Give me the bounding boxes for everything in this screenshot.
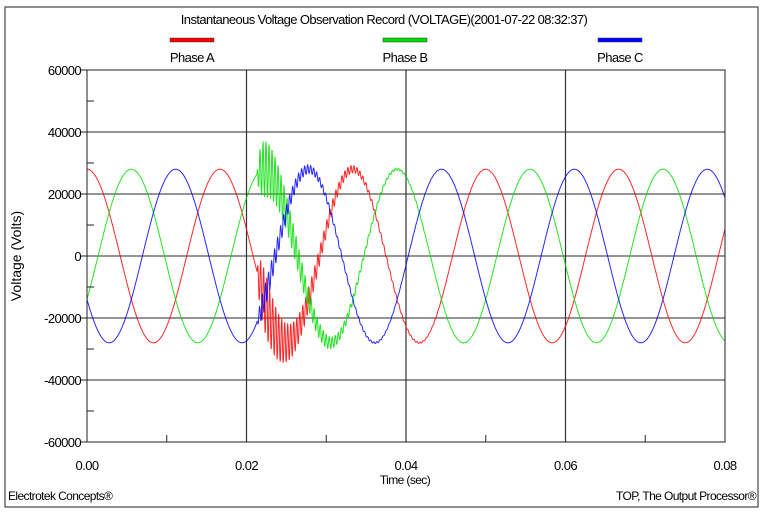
series-line-phase-c: [86, 164, 726, 345]
x-tick-label: 0.08: [714, 458, 737, 473]
x-tick-label: 0.00: [76, 458, 99, 473]
x-axis-label: Time (sec): [380, 473, 431, 487]
grid: [87, 70, 725, 442]
legend-label: Phase B: [383, 50, 428, 65]
y-axis-label: Voltage (Volts): [8, 211, 24, 301]
y-tick-label: 40000: [48, 125, 82, 140]
legend-swatch: [597, 37, 643, 43]
x-tick-label: 0.04: [395, 458, 418, 473]
x-tick-label: 0.06: [554, 458, 577, 473]
x-tick-label: 0.02: [235, 458, 258, 473]
legend-item-phase-c: Phase C: [597, 37, 644, 65]
y-tick-label: -20000: [44, 311, 81, 326]
footer-left: Electrotek Concepts®: [8, 489, 113, 503]
footer-right: TOP, The Output Processor®: [616, 489, 757, 503]
x-axis: 0.00 0.02 0.04 0.06 0.08: [76, 435, 737, 473]
y-tick-label: 0: [74, 249, 81, 264]
y-tick-label: -60000: [44, 435, 81, 450]
y-tick-label: 60000: [48, 63, 82, 78]
series-line-phase-a: [87, 165, 726, 363]
legend-swatch: [382, 37, 428, 43]
legend: Phase A Phase B Phase C: [169, 37, 644, 65]
y-tick-label: 20000: [48, 187, 82, 202]
y-axis: 60000 40000 20000 0 -20000 -40000 -60000: [44, 63, 94, 450]
legend-label: Phase C: [597, 50, 643, 65]
chart-frame: [4, 6, 759, 508]
y-tick-label: -40000: [44, 373, 81, 388]
legend-item-phase-a: Phase A: [169, 37, 216, 65]
chart-title: Instantaneous Voltage Observation Record…: [181, 12, 588, 27]
series-layer: [86, 140, 726, 363]
legend-item-phase-b: Phase B: [382, 37, 428, 65]
legend-swatch: [169, 37, 215, 43]
legend-label: Phase A: [170, 50, 215, 65]
